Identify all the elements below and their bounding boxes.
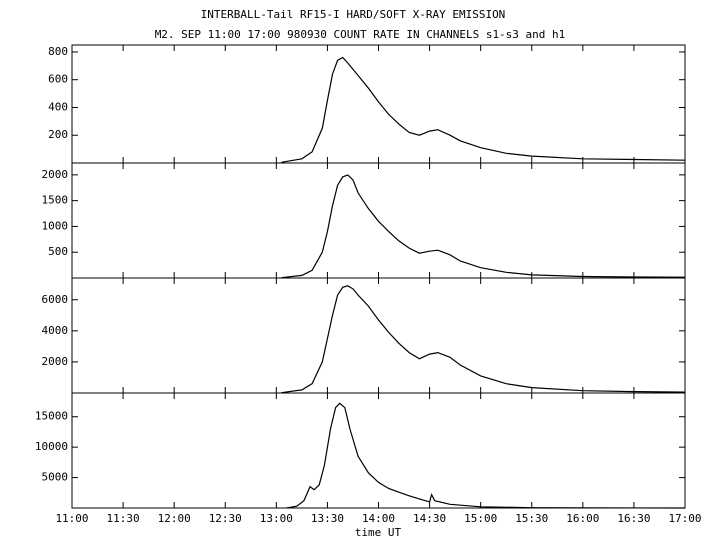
x-tick-label: 13:00 <box>260 512 293 525</box>
x-tick-label: 11:30 <box>107 512 140 525</box>
chart-title: INTERBALL-Tail RF15-I HARD/SOFT X-RAY EM… <box>201 8 506 21</box>
y-tick-label: 5000 <box>42 471 69 484</box>
y-tick-label: 2000 <box>42 355 69 368</box>
chart-subtitle: M2. SEP 11:00 17:00 980930 COUNT RATE IN… <box>155 28 566 41</box>
y-tick-label: 4000 <box>42 324 69 337</box>
y-tick-label: 400 <box>48 100 68 113</box>
y-tick-label: 200 <box>48 128 68 141</box>
x-tick-label: 16:00 <box>566 512 599 525</box>
x-tick-label: 14:00 <box>362 512 395 525</box>
data-line <box>281 285 686 394</box>
x-tick-label: 14:30 <box>413 512 446 525</box>
x-tick-label: 12:00 <box>158 512 191 525</box>
x-tick-label: 15:00 <box>464 512 497 525</box>
x-tick-label: 17:00 <box>668 512 701 525</box>
panel-frame <box>71 277 686 394</box>
y-tick-label: 2000 <box>42 168 69 181</box>
y-tick-label: 1500 <box>42 194 69 207</box>
y-tick-label: 800 <box>48 45 68 58</box>
x-axis-label: time UT <box>355 526 402 539</box>
x-tick-label: 12:30 <box>209 512 242 525</box>
y-tick-label: 500 <box>48 245 68 258</box>
y-tick-label: 15000 <box>35 410 68 423</box>
y-tick-label: 6000 <box>42 293 69 306</box>
x-tick-label: 11:00 <box>55 512 88 525</box>
y-tick-label: 600 <box>48 73 68 86</box>
panel-frame <box>71 392 686 509</box>
x-tick-label: 13:30 <box>311 512 344 525</box>
data-line <box>281 174 686 279</box>
y-tick-label: 10000 <box>35 440 68 453</box>
x-tick-label: 16:30 <box>617 512 650 525</box>
x-tick-label: 15:30 <box>515 512 548 525</box>
y-tick-label: 1000 <box>42 219 69 232</box>
panel-frame <box>71 44 686 164</box>
data-line <box>281 56 686 163</box>
data-line <box>286 402 686 509</box>
